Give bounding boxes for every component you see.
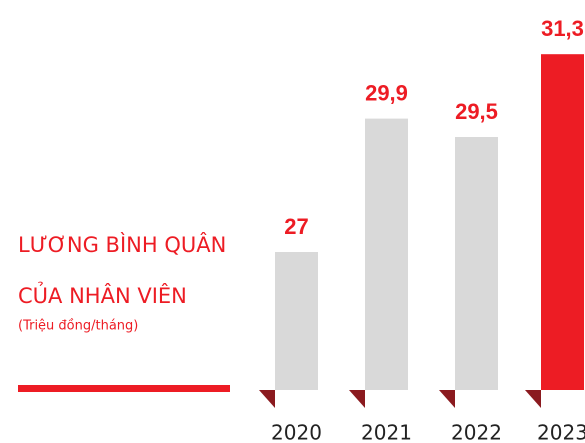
- bar-shadow: [525, 390, 541, 408]
- value-label: 31,3: [541, 16, 584, 41]
- x-tick-label: 2023: [537, 421, 585, 443]
- bar-shadow: [439, 390, 455, 408]
- bar: [365, 118, 408, 390]
- bar-shadow: [349, 390, 365, 408]
- x-tick-label: 2021: [361, 421, 412, 443]
- x-tick-label: 2020: [271, 421, 322, 443]
- baseline-bar: [18, 385, 230, 392]
- chart-subtitle: (Triệu đồng/tháng): [18, 319, 138, 334]
- value-label: 27: [284, 214, 308, 239]
- bar: [541, 54, 584, 390]
- bar: [275, 252, 318, 390]
- value-label: 29,5: [455, 99, 498, 124]
- x-tick-label: 2022: [451, 421, 502, 443]
- value-label: 29,9: [365, 80, 408, 105]
- chart-title: LƯƠNG BÌNH QUÂN: [18, 232, 226, 257]
- chart-title: CỦA NHÂN VIÊN: [18, 281, 187, 308]
- bar-shadow: [259, 390, 275, 408]
- bar: [455, 137, 498, 390]
